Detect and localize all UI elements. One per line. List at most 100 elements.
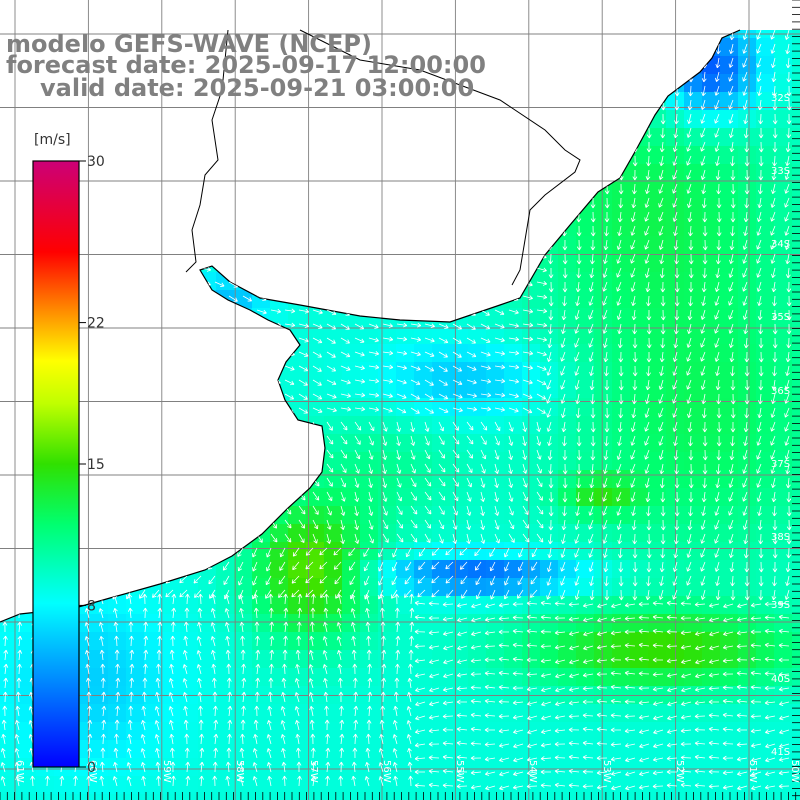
speed-cell (612, 794, 631, 800)
wind-arrow (382, 393, 393, 399)
speed-cell (738, 110, 757, 129)
wind-arrow (382, 435, 388, 446)
wind-arrow (560, 337, 566, 348)
wind-arrow (382, 533, 389, 543)
speed-cell (792, 632, 800, 651)
wind-arrow (576, 463, 582, 475)
speed-cell (504, 668, 523, 687)
wind-arrow (548, 477, 554, 489)
speed-cell (486, 560, 505, 579)
wind-arrow (363, 561, 370, 572)
wind-arrow (736, 684, 748, 690)
wind-arrow (548, 505, 554, 517)
wind-arrow (480, 435, 487, 445)
speed-cell (378, 362, 397, 381)
wind-arrow (336, 608, 342, 619)
wind-arrow (298, 519, 306, 529)
wind-arrow (756, 30, 762, 40)
wind-arrow (730, 589, 736, 601)
speed-cell (360, 740, 379, 759)
wind-arrow (279, 561, 286, 571)
wind-arrow (659, 575, 664, 587)
wind-arrow (729, 561, 735, 573)
wind-arrow (196, 650, 202, 661)
wind-arrow (142, 593, 148, 605)
wind-arrow (424, 463, 431, 473)
wind-arrow (368, 463, 374, 474)
wind-arrow (210, 608, 216, 619)
wind-arrow (702, 253, 708, 265)
wind-arrow (687, 519, 693, 531)
wind-arrow (785, 365, 790, 377)
speed-cell (468, 578, 487, 597)
wind-arrow (560, 589, 566, 600)
wind-arrow (617, 323, 623, 335)
wind-arrow (466, 477, 473, 488)
wind-arrow (729, 239, 735, 251)
wind-arrow (589, 589, 595, 601)
speed-cell (288, 668, 307, 687)
wind-arrow (652, 628, 664, 634)
wind-arrow (326, 351, 336, 358)
wind-arrow (210, 636, 216, 647)
wind-arrow (658, 407, 664, 418)
wind-arrow (418, 561, 426, 571)
speed-cell (468, 614, 487, 633)
wind-arrow (562, 477, 568, 489)
speed-cell (108, 758, 127, 777)
wind-arrow (415, 687, 426, 693)
wind-arrow (526, 614, 538, 620)
wind-arrow (722, 685, 734, 691)
wind-arrow (603, 449, 609, 461)
speed-cell (576, 704, 595, 723)
wind-arrow (743, 547, 749, 559)
wind-arrow (522, 295, 533, 301)
wind-arrow (772, 99, 778, 111)
speed-cell (144, 722, 163, 741)
wind-arrow (396, 505, 403, 515)
wind-arrow (298, 351, 309, 357)
wind-arrow (688, 477, 694, 489)
speed-cell (612, 218, 631, 237)
wind-arrow (660, 127, 666, 139)
wind-arrow (115, 663, 120, 675)
speed-cell (684, 740, 703, 759)
wind-arrow (254, 621, 260, 633)
wind-arrow (756, 463, 762, 474)
speed-cell (342, 524, 361, 543)
speed-cell (576, 452, 595, 471)
wind-arrow (466, 379, 477, 385)
wind-arrow (278, 589, 286, 598)
speed-cell (270, 668, 289, 687)
wind-arrow (757, 505, 762, 517)
speed-cell (702, 344, 721, 363)
wind-arrow (576, 267, 582, 279)
wind-arrow (157, 621, 163, 633)
speed-cell (540, 650, 559, 669)
speed-cell (720, 758, 739, 777)
wind-arrow (770, 421, 776, 432)
wind-arrow (575, 491, 581, 503)
speed-cell (720, 434, 739, 453)
speed-cell (288, 542, 307, 561)
wind-arrow (529, 589, 538, 598)
speed-cell (648, 560, 667, 579)
wind-arrow (113, 621, 119, 633)
speed-cell (396, 380, 415, 399)
wind-arrow (183, 621, 189, 633)
speed-cell (144, 668, 163, 687)
speed-cell (432, 740, 451, 759)
wind-arrow (224, 608, 230, 619)
speed-cell (18, 650, 37, 669)
speed-cell (0, 650, 19, 669)
wind-arrow (354, 435, 361, 445)
wind-arrow (405, 561, 412, 571)
wind-arrow (618, 575, 624, 587)
wind-arrow (522, 336, 534, 342)
wind-arrow (424, 337, 435, 343)
wind-arrow (702, 449, 708, 461)
speed-cell (756, 200, 775, 219)
speed-cell (396, 398, 415, 417)
wind-arrow (714, 309, 720, 320)
wind-arrow (604, 365, 609, 377)
